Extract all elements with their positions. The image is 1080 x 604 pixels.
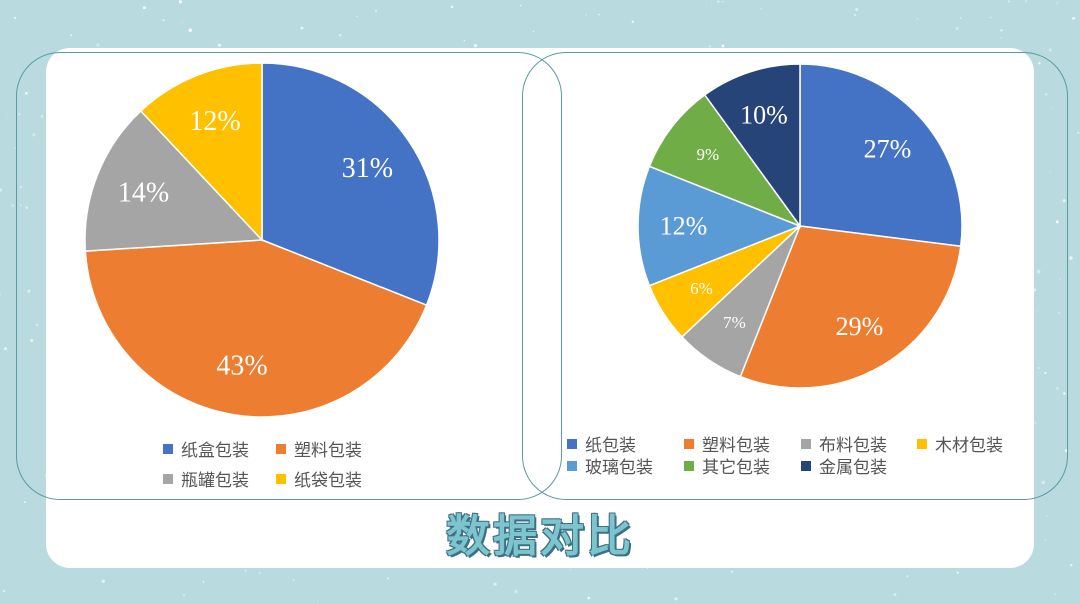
right-legend-item-4: 木材包装 [917,431,1003,456]
left-legend-item-3: 瓶罐包装 [163,466,249,491]
right-pie-data-label-3: 7% [723,313,746,332]
right-pie-slice-5 [637,165,803,287]
left-legend-label-4: 纸袋包装 [294,471,362,491]
right-pie-data-label-2: 29% [836,312,884,341]
left-legend-swatch-1 [163,443,173,454]
right-pie-slice-1 [799,63,963,248]
left-pie-slice-2 [84,239,428,418]
page-title: 数据对比 [446,511,634,562]
right-pie-data-label-5: 12% [660,212,708,241]
right-legend-label-2: 塑料包装 [702,436,770,456]
left-pie-data-label-4: 12% [189,106,240,137]
left-pie-slice-4 [139,62,263,242]
right-legend-item-5: 玻璃包装 [567,453,653,478]
right-legend-swatch-6 [684,460,694,471]
left-pie-data-label-1: 31% [342,153,393,184]
right-legend-item-6: 其它包装 [684,453,770,478]
right-legend-swatch-5 [567,460,577,471]
right-legend-swatch-4 [917,438,927,449]
right-legend-swatch-7 [801,460,811,471]
right-legend-label-5: 玻璃包装 [585,458,653,478]
right-legend-label-1: 纸包装 [585,436,636,456]
left-pie-data-label-2: 43% [216,350,267,381]
right-legend-label-4: 木材包装 [935,436,1003,456]
right-legend-item-2: 塑料包装 [684,431,770,456]
right-pie-slice-6 [648,93,803,228]
left-legend-item-1: 纸盒包装 [163,436,249,461]
left-legend-label-3: 瓶罐包装 [181,471,249,491]
right-pie-data-label-1: 27% [864,134,912,163]
right-pie-slice-7 [703,63,801,229]
right-chart-panel [522,52,1068,500]
right-legend-swatch-2 [684,438,694,449]
right-legend-item-3: 布料包装 [801,431,887,456]
left-legend-item-2: 塑料包装 [276,436,362,461]
right-pie-data-label-4: 6% [690,279,713,298]
right-pie-slice-2 [739,225,962,389]
right-legend-swatch-3 [801,438,811,449]
right-pie-data-label-7: 10% [740,101,788,130]
right-pie-data-label-6: 9% [696,145,719,164]
left-pie-data-label-3: 14% [118,178,169,209]
left-legend-swatch-4 [276,473,286,484]
left-pie-slice-3 [84,109,264,252]
left-legend-label-1: 纸盒包装 [181,441,249,461]
left-legend-swatch-3 [163,473,173,484]
right-legend-item-1: 纸包装 [567,431,636,456]
left-legend-item-4: 纸袋包装 [276,466,362,491]
left-pie-slice-1 [261,62,440,307]
left-legend-swatch-2 [276,443,286,454]
right-legend-label-6: 其它包装 [702,458,770,478]
right-legend-swatch-1 [567,438,577,449]
right-legend-item-7: 金属包装 [801,453,887,478]
left-legend-label-2: 塑料包装 [294,441,362,461]
right-legend-label-7: 金属包装 [819,458,887,478]
left-chart-panel [16,52,562,500]
right-legend-label-3: 布料包装 [819,436,887,456]
